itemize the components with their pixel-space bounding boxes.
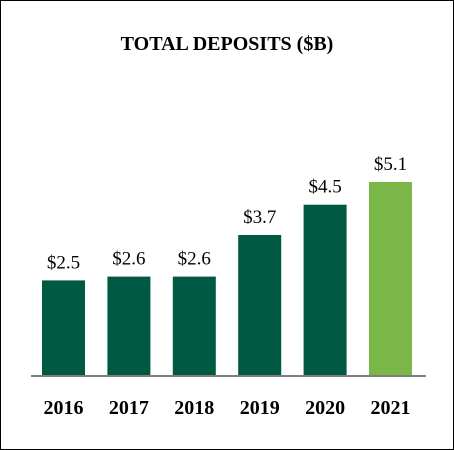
value-label-2017: $2.6 xyxy=(112,249,145,270)
value-label-2021: $5.1 xyxy=(374,154,407,175)
x-tick-label-2021: 2021 xyxy=(371,397,411,419)
bar-2016 xyxy=(42,280,85,375)
value-labels-group: $2.5 $2.6 $2.6 $3.7 $4.5 $5.1 xyxy=(47,154,407,273)
bar-2017 xyxy=(107,276,151,375)
bars-group xyxy=(42,182,412,375)
value-label-2020: $4.5 xyxy=(308,177,341,198)
x-tick-label-2016: 2016 xyxy=(44,397,84,419)
x-tick-label-2019: 2019 xyxy=(240,397,280,419)
bar-2019 xyxy=(238,235,282,375)
value-label-2016: $2.5 xyxy=(47,252,80,273)
chart-title: TOTAL DEPOSITS ($B) xyxy=(121,33,334,55)
bar-2020 xyxy=(303,204,347,375)
x-tick-label-2018: 2018 xyxy=(174,397,214,419)
value-label-2019: $3.7 xyxy=(243,207,276,228)
value-label-2018: $2.6 xyxy=(178,249,211,270)
x-tick-label-2020: 2020 xyxy=(305,397,345,419)
x-tick-labels-group: 2016 2017 2018 2019 2020 2021 xyxy=(44,397,411,419)
bar-2021 xyxy=(369,182,412,375)
bar-2018 xyxy=(172,276,216,375)
x-tick-label-2017: 2017 xyxy=(109,397,149,419)
